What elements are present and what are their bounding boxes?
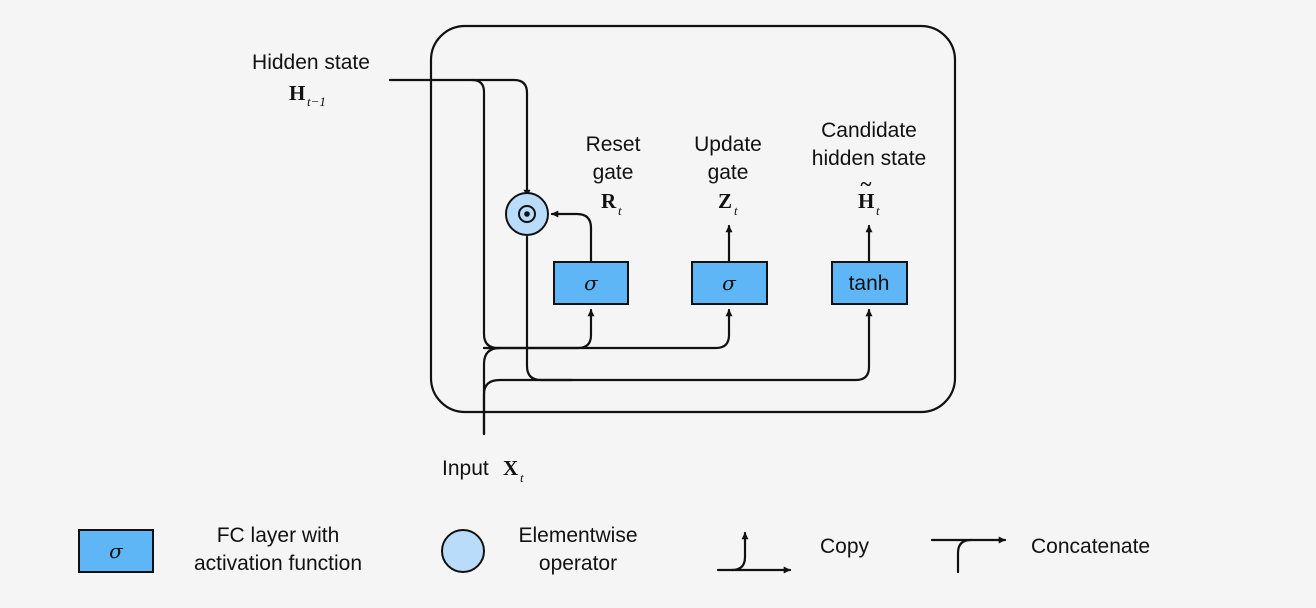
hidden-state-sub: t−1 (307, 94, 326, 109)
update-gate-sub: t (734, 203, 738, 218)
elementwise-product-icon (505, 192, 549, 236)
legend-elementwise: Elementwise operator (441, 524, 638, 575)
gru-cell-container (429, 24, 957, 414)
candidate-tilde: ~ (861, 172, 872, 196)
candidate-title-2: hidden state (812, 147, 926, 170)
legend-concatenate: Concatenate (930, 535, 1150, 574)
reset-gate-var: R (601, 189, 617, 213)
hidden-state-copy-branch (470, 78, 733, 350)
candidate-title-1: Candidate (821, 119, 917, 142)
candidate-box: tanh (831, 261, 908, 305)
input-var: X (503, 456, 518, 480)
update-gate-activation: σ (722, 271, 737, 295)
reset-gate-output-wire (550, 210, 593, 264)
input-wire-upper (482, 346, 502, 436)
legend-elem-line2: operator (539, 552, 617, 575)
elementwise-operator-icon (441, 529, 485, 573)
reset-hidden-wire (525, 235, 873, 382)
input-sub: t (520, 470, 524, 485)
legend-fc-symbol: σ (109, 539, 124, 563)
hidden-state-label: Hidden state (252, 51, 370, 74)
legend-copy-label: Copy (820, 535, 870, 558)
legend-elem-line1: Elementwise (518, 524, 637, 547)
legend-fc-line1: FC layer with (217, 524, 340, 547)
reset-gate-title-2: gate (593, 161, 634, 184)
reset-gate-input-wire (482, 308, 595, 350)
reset-gate-activation: σ (584, 271, 599, 295)
hidden-state-wire (388, 78, 531, 198)
legend-fc-line2: activation function (194, 552, 362, 575)
legend-concatenate-label: Concatenate (1031, 535, 1150, 558)
reset-gate-sub: t (618, 203, 622, 218)
hidden-state-var: H (289, 81, 305, 105)
update-gate-title-1: Update (694, 133, 762, 156)
input-label: Input (442, 457, 489, 480)
update-gate-box: σ (691, 261, 768, 305)
legend: σ FC layer with activation function Elem… (78, 524, 1150, 575)
input-wire-lower (482, 378, 574, 436)
reset-gate-title-1: Reset (586, 133, 641, 156)
update-gate-var: Z (718, 189, 732, 213)
reset-gate-box: σ (553, 261, 629, 305)
candidate-var: H (858, 189, 874, 213)
legend-copy: Copy (716, 531, 870, 574)
update-gate-title-2: gate (708, 161, 749, 184)
candidate-sub: t (876, 203, 880, 218)
candidate-activation: tanh (849, 272, 890, 295)
legend-fc-layer: σ FC layer with activation function (78, 524, 362, 575)
